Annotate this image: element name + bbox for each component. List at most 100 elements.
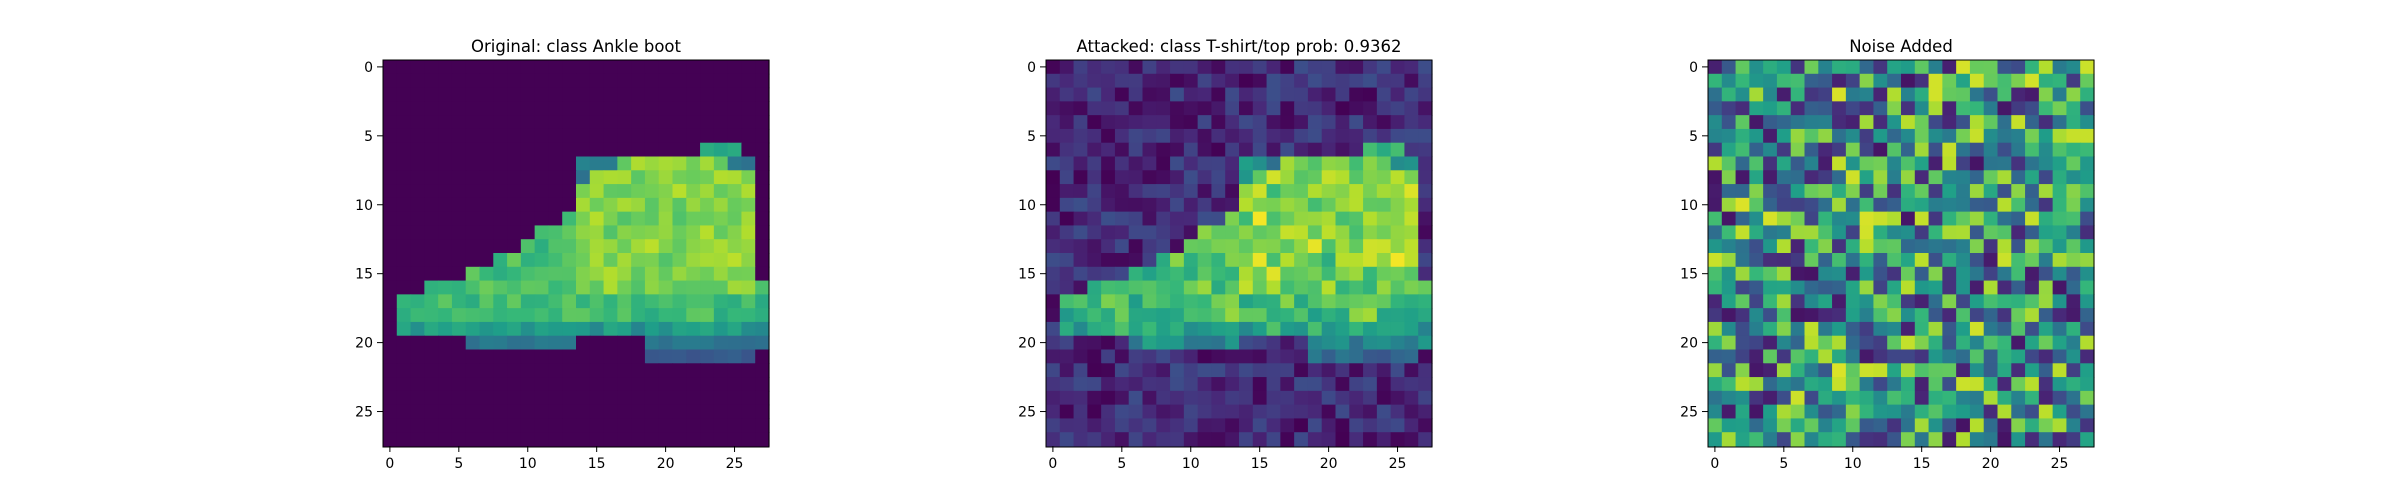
heatmap-cell — [2080, 418, 2095, 433]
heatmap-cell — [1239, 128, 1254, 144]
heatmap-cell — [1721, 156, 1737, 171]
heatmap-cell — [1969, 294, 1985, 309]
heatmap-cell — [1059, 335, 1075, 351]
heatmap-cell — [383, 280, 398, 295]
heatmap-cell — [1956, 294, 1971, 309]
heatmap-cell — [1887, 266, 1902, 282]
heatmap-cell — [672, 211, 687, 227]
heatmap-cell — [1790, 115, 1806, 130]
heatmap-cell — [658, 321, 674, 337]
heatmap-cell — [700, 101, 715, 116]
heatmap-cell — [576, 253, 591, 268]
heatmap-cell — [1321, 335, 1337, 351]
heatmap-cell — [1942, 142, 1957, 158]
heatmap-cell — [700, 184, 715, 199]
heatmap-cell — [1280, 404, 1295, 420]
heatmap-cell — [1142, 156, 1157, 171]
heatmap-cell — [1845, 418, 1861, 433]
heatmap-cell — [1087, 87, 1102, 102]
heatmap-cell — [1832, 170, 1847, 185]
heatmap-cell — [1418, 266, 1433, 282]
heatmap-cell — [1942, 363, 1957, 378]
heatmap-cell — [1997, 101, 2012, 116]
heatmap-cell — [424, 349, 439, 364]
heatmap-cell — [1749, 184, 1764, 199]
heatmap-cell — [576, 349, 591, 364]
heatmap-cell — [1156, 377, 1171, 392]
heatmap-cell — [1901, 294, 1916, 309]
heatmap-cell — [1349, 184, 1364, 199]
heatmap-cell — [1887, 184, 1902, 199]
heatmap-cell — [1363, 87, 1378, 102]
heatmap-cell — [479, 432, 494, 447]
heatmap-cell — [1804, 390, 1819, 406]
heatmap-cell — [589, 170, 605, 185]
heatmap-cell — [1708, 308, 1723, 323]
heatmap-cell — [534, 280, 550, 295]
heatmap-cell — [1321, 377, 1337, 392]
heatmap-cell — [1749, 308, 1764, 323]
heatmap-cell — [1390, 377, 1406, 392]
heatmap-cell — [1335, 87, 1350, 102]
heatmap-cell — [1128, 73, 1144, 89]
heatmap-cell — [520, 418, 536, 433]
heatmap-cell — [603, 266, 618, 282]
heatmap-cell — [700, 211, 715, 227]
heatmap-cell — [1749, 335, 1764, 351]
heatmap-cell — [1901, 418, 1916, 433]
heatmap-cell — [672, 142, 687, 158]
heatmap-cell — [1280, 170, 1295, 185]
heatmap-cell — [1087, 432, 1102, 447]
heatmap-cell — [1059, 184, 1075, 199]
heatmap-cell — [1390, 432, 1406, 447]
heatmap-cell — [2052, 335, 2068, 351]
heatmap-cell — [548, 377, 563, 392]
heatmap-cell — [1294, 101, 1309, 116]
heatmap-cell — [1087, 115, 1102, 130]
heatmap-cell — [2052, 377, 2068, 392]
heatmap-cell — [1114, 308, 1130, 323]
heatmap-cell — [603, 197, 618, 213]
heatmap-cell — [1087, 377, 1102, 392]
heatmap-cell — [1239, 239, 1254, 254]
heatmap-cell — [617, 184, 632, 199]
heatmap-cell — [700, 73, 715, 89]
heatmap-cell — [1404, 308, 1419, 323]
heatmap-cell — [1832, 184, 1847, 199]
heatmap-cell — [1046, 225, 1061, 240]
heatmap-cell — [1170, 390, 1185, 406]
heatmap-cell — [562, 87, 577, 102]
heatmap-cell — [1170, 280, 1185, 295]
heatmap-cell — [465, 128, 481, 144]
heatmap-cell — [686, 390, 701, 406]
heatmap-cell — [576, 377, 591, 392]
heatmap-cell — [493, 253, 508, 268]
heatmap-cell — [2080, 363, 2095, 378]
heatmap-cell — [1928, 390, 1943, 406]
heatmap-cell — [548, 321, 563, 337]
heatmap-cell — [562, 308, 577, 323]
heatmap-cell — [1818, 363, 1833, 378]
heatmap-cell — [562, 253, 577, 268]
heatmap-cell — [493, 404, 508, 420]
heatmap-cell — [2080, 349, 2095, 364]
heatmap-cell — [438, 225, 453, 240]
heatmap-cell — [1252, 101, 1268, 116]
heatmap-cell — [1239, 253, 1254, 268]
heatmap-cell — [1956, 87, 1971, 102]
heatmap-cell — [1901, 349, 1916, 364]
heatmap-cell — [1142, 142, 1157, 158]
heatmap-cell — [672, 73, 687, 89]
heatmap-cell — [1156, 184, 1171, 199]
heatmap-cell — [576, 197, 591, 213]
heatmap-cell — [686, 211, 701, 227]
heatmap-cell — [562, 335, 577, 351]
heatmap-cell — [410, 239, 425, 254]
heatmap-cell — [493, 128, 508, 144]
heatmap-cell — [493, 170, 508, 185]
heatmap-cell — [2038, 335, 2054, 351]
heatmap-cell — [2052, 142, 2068, 158]
heatmap-cell — [589, 390, 605, 406]
heatmap-cell — [1749, 280, 1764, 295]
heatmap-cell — [396, 335, 412, 351]
